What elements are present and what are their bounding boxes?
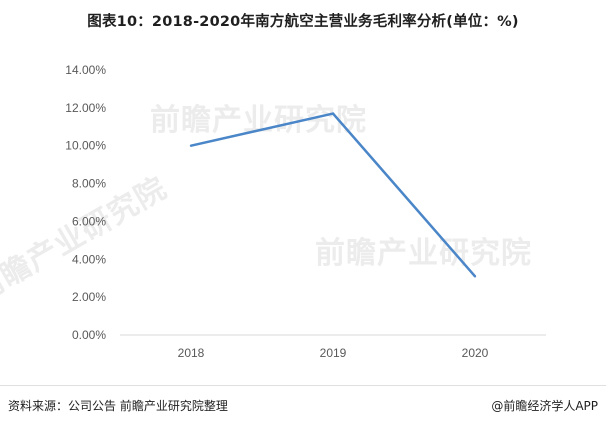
x-axis-ticks: 2018 2019 2020 [178, 346, 489, 360]
footer-divider [0, 385, 606, 386]
y-tick-label: 12.00% [65, 101, 106, 115]
x-tick-label: 2020 [462, 346, 489, 360]
y-tick-label: 8.00% [72, 177, 106, 191]
data-point [189, 144, 193, 147]
brand-label: @前瞻经济学人APP [491, 399, 598, 413]
source-note: 资料来源：公司公告 前瞻产业研究院整理 [8, 399, 228, 413]
y-tick-label: 14.00% [65, 63, 106, 77]
y-tick-label: 0.00% [72, 328, 106, 342]
series-line [190, 112, 476, 278]
y-axis-ticks: 0.00% 2.00% 4.00% 6.00% 8.00% 10.00% 12.00% 14.… [65, 63, 106, 342]
y-tick-label: 10.00% [65, 139, 106, 153]
series-group [189, 112, 477, 278]
x-tick-label: 2019 [320, 346, 347, 360]
chart-title: 图表10：2018-2020年南方航空主营业务毛利率分析(单位：%) [87, 14, 519, 30]
data-point [473, 275, 477, 278]
y-tick-label: 4.00% [72, 252, 106, 266]
line-chart: 0.00% 2.00% 4.00% 6.00% 8.00% 10.00% 12.00% 14.… [65, 63, 546, 360]
data-point [331, 112, 335, 115]
y-tick-label: 6.00% [72, 214, 106, 228]
x-tick-label: 2018 [178, 346, 205, 360]
y-tick-label: 2.00% [72, 290, 106, 304]
